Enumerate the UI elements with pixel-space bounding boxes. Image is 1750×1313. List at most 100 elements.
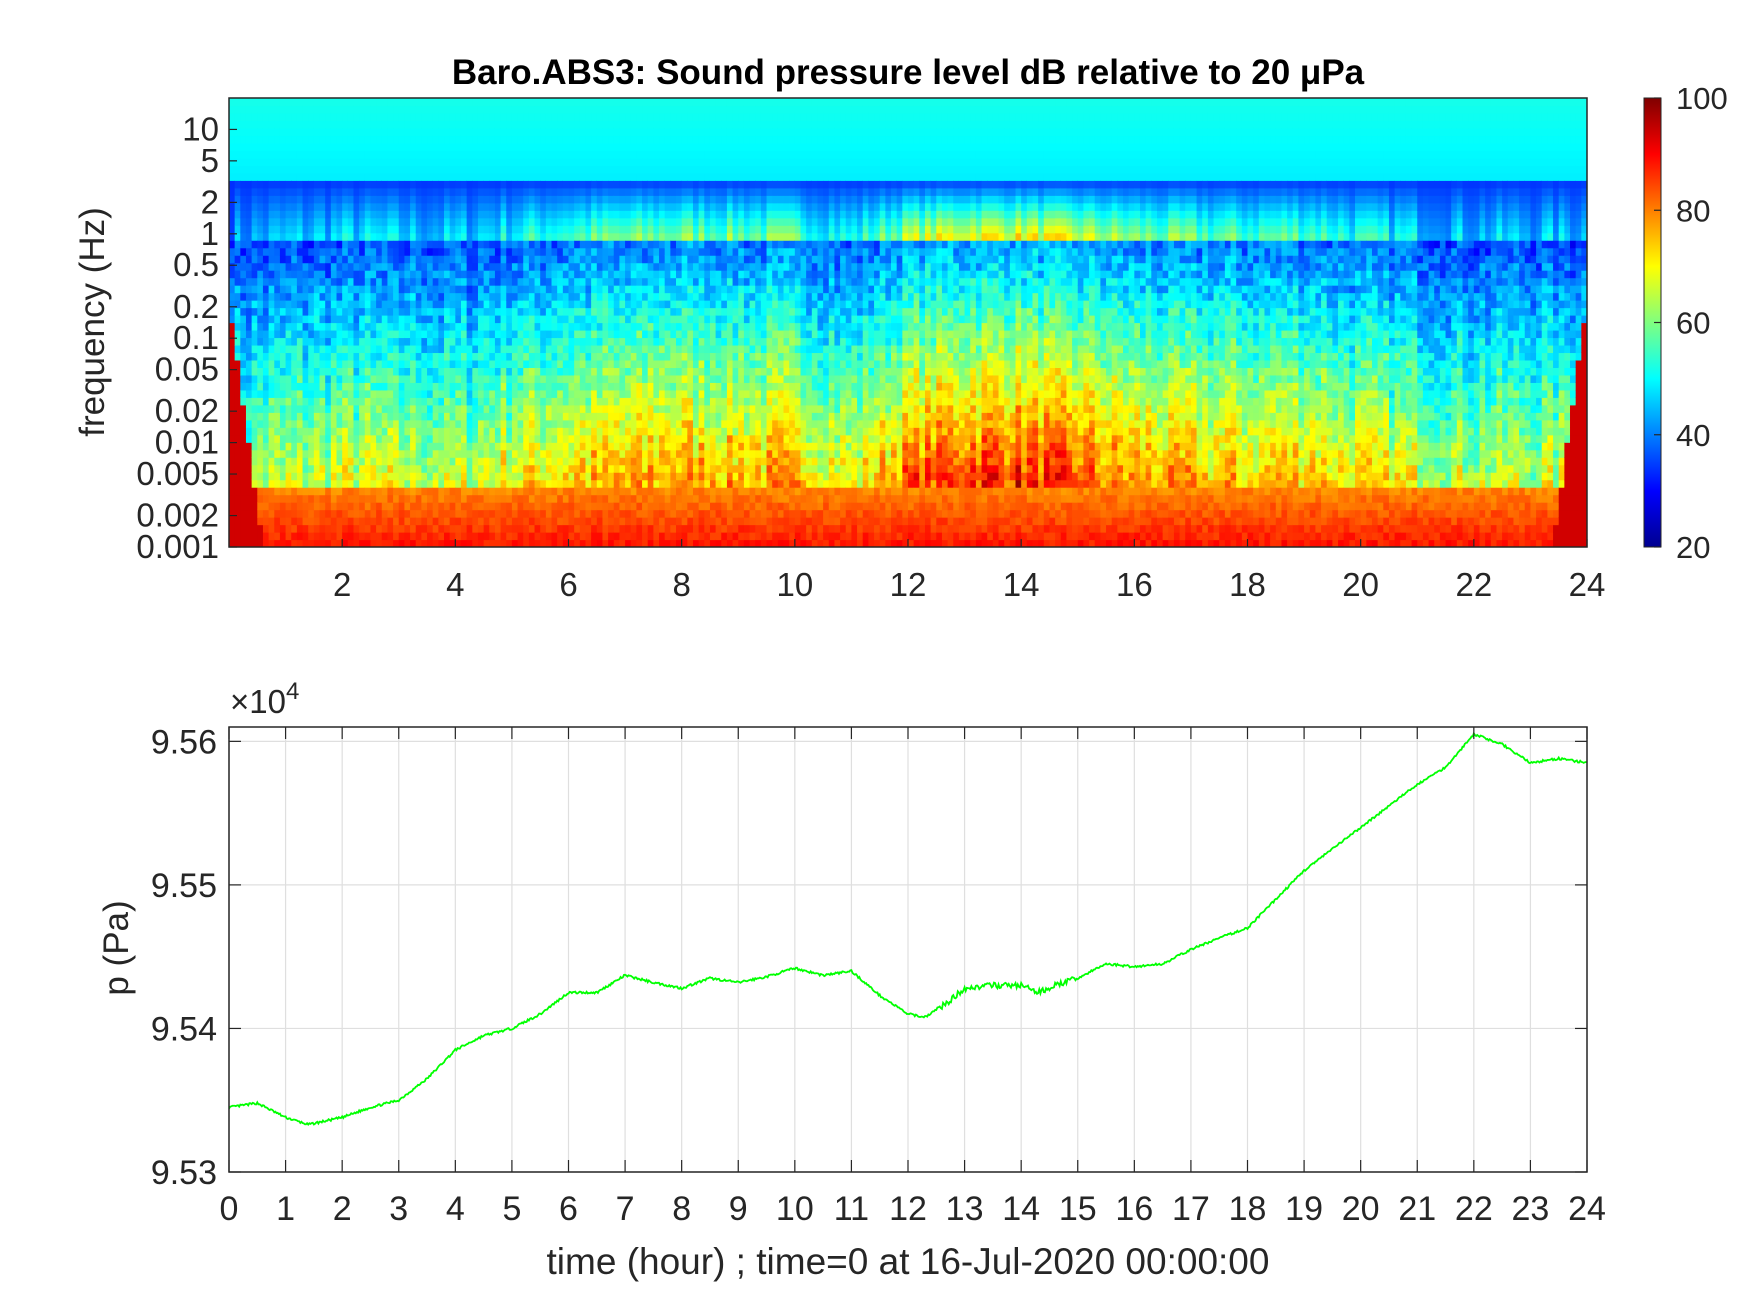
spectrogram-cell <box>489 397 496 406</box>
spectrogram-cell <box>636 307 643 316</box>
spectrogram-cell <box>245 240 253 249</box>
spectrogram-cell <box>279 419 287 428</box>
spectrogram-cell <box>370 240 377 249</box>
spectrogram-cell <box>664 105 671 114</box>
spectrogram-cell <box>625 359 632 368</box>
spectrogram-cell <box>659 532 666 541</box>
spectrogram-cell <box>534 479 541 488</box>
spectrogram-cell <box>687 217 694 226</box>
spectrogram-cell <box>347 187 355 196</box>
spectrogram-cell <box>262 524 270 533</box>
spectrogram-cell <box>568 359 575 368</box>
spectrogram-cell <box>302 292 309 301</box>
spectrogram-cell <box>545 359 553 368</box>
spectrogram-cell <box>268 367 275 376</box>
spectrogram-cell <box>608 247 615 256</box>
spectrogram-cell <box>398 337 406 346</box>
spectrogram-cell <box>659 494 666 503</box>
spectrogram-cell <box>229 105 236 114</box>
spectrogram-cell <box>506 315 513 324</box>
spectrogram-cell <box>291 135 298 144</box>
spectrogram-cell <box>234 359 241 368</box>
spectrogram-cell <box>659 517 666 526</box>
spectrogram-cell <box>421 277 428 286</box>
spectrogram-cell <box>466 240 473 249</box>
spectrogram-cell <box>676 337 683 346</box>
spectrogram-cell <box>319 434 326 443</box>
spectrogram-cell <box>415 359 422 368</box>
spectrogram-cell <box>517 270 524 279</box>
spectrogram-cell <box>370 442 377 451</box>
spectrogram-cell <box>427 277 434 286</box>
spectrogram-cell <box>568 367 575 376</box>
spectrogram-cell <box>336 300 343 309</box>
spectrogram-cell <box>670 210 677 219</box>
spectrogram-cell <box>427 98 434 107</box>
spectrogram-cell <box>619 217 626 226</box>
spectrogram-cell <box>574 277 581 286</box>
spectrogram-cell <box>608 112 615 122</box>
spectrogram-cell <box>455 329 462 339</box>
spectrogram-cell <box>596 539 604 547</box>
spectrogram-cell <box>342 172 349 181</box>
spectrogram-cell <box>325 112 332 122</box>
spectrogram-cell <box>370 382 377 391</box>
spectrogram-cell <box>636 195 643 204</box>
spectrogram-cell <box>240 442 247 451</box>
spectrogram-cell <box>274 502 281 511</box>
spectrogram-cell <box>410 419 417 428</box>
spectrogram-cell <box>659 382 666 391</box>
spectrogram-cell <box>681 127 688 137</box>
spectrogram-cell <box>506 374 513 383</box>
spectrogram-cell <box>347 142 355 151</box>
spectrogram-cell <box>613 142 621 151</box>
spectrogram-cell <box>500 180 507 189</box>
spectrogram-cell <box>415 539 422 547</box>
spectrogram-cell <box>647 539 654 547</box>
spectrogram-cell <box>444 180 451 189</box>
spectrogram-cell <box>664 202 671 211</box>
spectrogram-cell <box>568 187 575 196</box>
spectrogram-cell <box>432 374 439 383</box>
spectrogram-cell <box>421 509 428 518</box>
spectrogram-cell <box>268 307 275 316</box>
spectrogram-cell <box>387 195 394 204</box>
spectrogram-cell <box>330 172 338 181</box>
spectrogram-cell <box>229 359 236 368</box>
spectrogram-cell <box>545 157 553 166</box>
spectrogram-cell <box>234 300 241 309</box>
spectrogram-cell <box>540 225 547 234</box>
spectrogram-cell <box>421 240 428 249</box>
spectrogram-cell <box>438 315 445 324</box>
spectrogram-cell <box>670 322 677 331</box>
spectrogram-cell <box>562 262 570 271</box>
spectrogram-cell <box>545 389 553 398</box>
spectrogram-cell <box>376 157 383 166</box>
spectrogram-cell <box>240 412 247 421</box>
spectrogram-cell <box>342 307 349 316</box>
spectrogram-cell <box>528 180 536 189</box>
spectrogram-cell <box>455 524 462 533</box>
spectrogram-cell <box>562 300 570 309</box>
spectrogram-cell <box>489 285 496 294</box>
spectrogram-cell <box>234 127 241 137</box>
spectrogram-cell <box>534 449 541 458</box>
spectrogram-cell <box>517 262 524 271</box>
spectrogram-cell <box>687 210 694 219</box>
spectrogram-cell <box>302 434 309 443</box>
spectrogram-cell <box>681 315 688 324</box>
spectrogram-cell <box>279 487 287 496</box>
spectrogram-cell <box>568 307 575 316</box>
spectrogram-cell <box>687 195 694 204</box>
spectrogram-cell <box>302 307 309 316</box>
spectrogram-cell <box>257 262 264 271</box>
spectrogram-cell <box>245 270 253 279</box>
spectrogram-cell <box>336 217 343 226</box>
spectrogram-cell <box>642 367 649 376</box>
spectrogram-cell <box>591 374 598 383</box>
spectrogram-cell <box>404 307 411 316</box>
spectrogram-cell <box>342 419 349 428</box>
spectrogram-cell <box>398 382 406 391</box>
spectrogram-cell <box>279 285 287 294</box>
spectrogram-cell <box>562 165 570 174</box>
